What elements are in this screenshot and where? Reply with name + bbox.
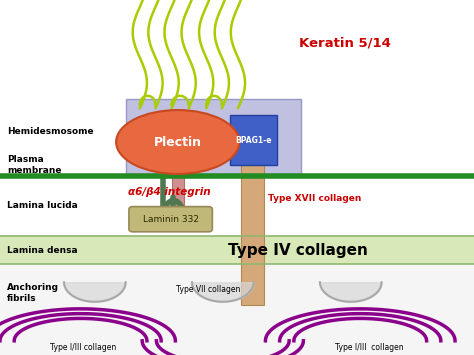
Bar <box>241 165 264 305</box>
Text: Laminin 332: Laminin 332 <box>143 215 199 224</box>
Text: Plectin: Plectin <box>154 136 202 148</box>
Bar <box>0 0 474 176</box>
Text: Type IV collagen: Type IV collagen <box>228 243 367 258</box>
Bar <box>230 115 277 165</box>
Ellipse shape <box>116 110 239 174</box>
Text: Type I/III collagen: Type I/III collagen <box>50 343 116 353</box>
Text: Hemidesmosome: Hemidesmosome <box>7 127 94 136</box>
Text: Lamina lucida: Lamina lucida <box>7 201 78 211</box>
Text: Lamina densa: Lamina densa <box>7 246 78 255</box>
Bar <box>0 176 474 236</box>
FancyBboxPatch shape <box>129 207 212 232</box>
Bar <box>0 236 474 264</box>
Text: Keratin 5/14: Keratin 5/14 <box>299 36 391 49</box>
Text: Type I/III  collagen: Type I/III collagen <box>336 343 404 353</box>
Bar <box>172 158 184 206</box>
Bar <box>126 99 301 176</box>
Text: BPAG1-e: BPAG1-e <box>235 136 272 145</box>
Text: Type VII collagen: Type VII collagen <box>176 285 241 294</box>
Text: α6/β4 integrin: α6/β4 integrin <box>128 187 210 197</box>
Text: Anchoring
fibrils: Anchoring fibrils <box>7 283 59 303</box>
Text: Plasma
membrane: Plasma membrane <box>7 155 62 175</box>
Text: Type XVII collagen: Type XVII collagen <box>268 194 362 203</box>
Bar <box>0 264 474 355</box>
